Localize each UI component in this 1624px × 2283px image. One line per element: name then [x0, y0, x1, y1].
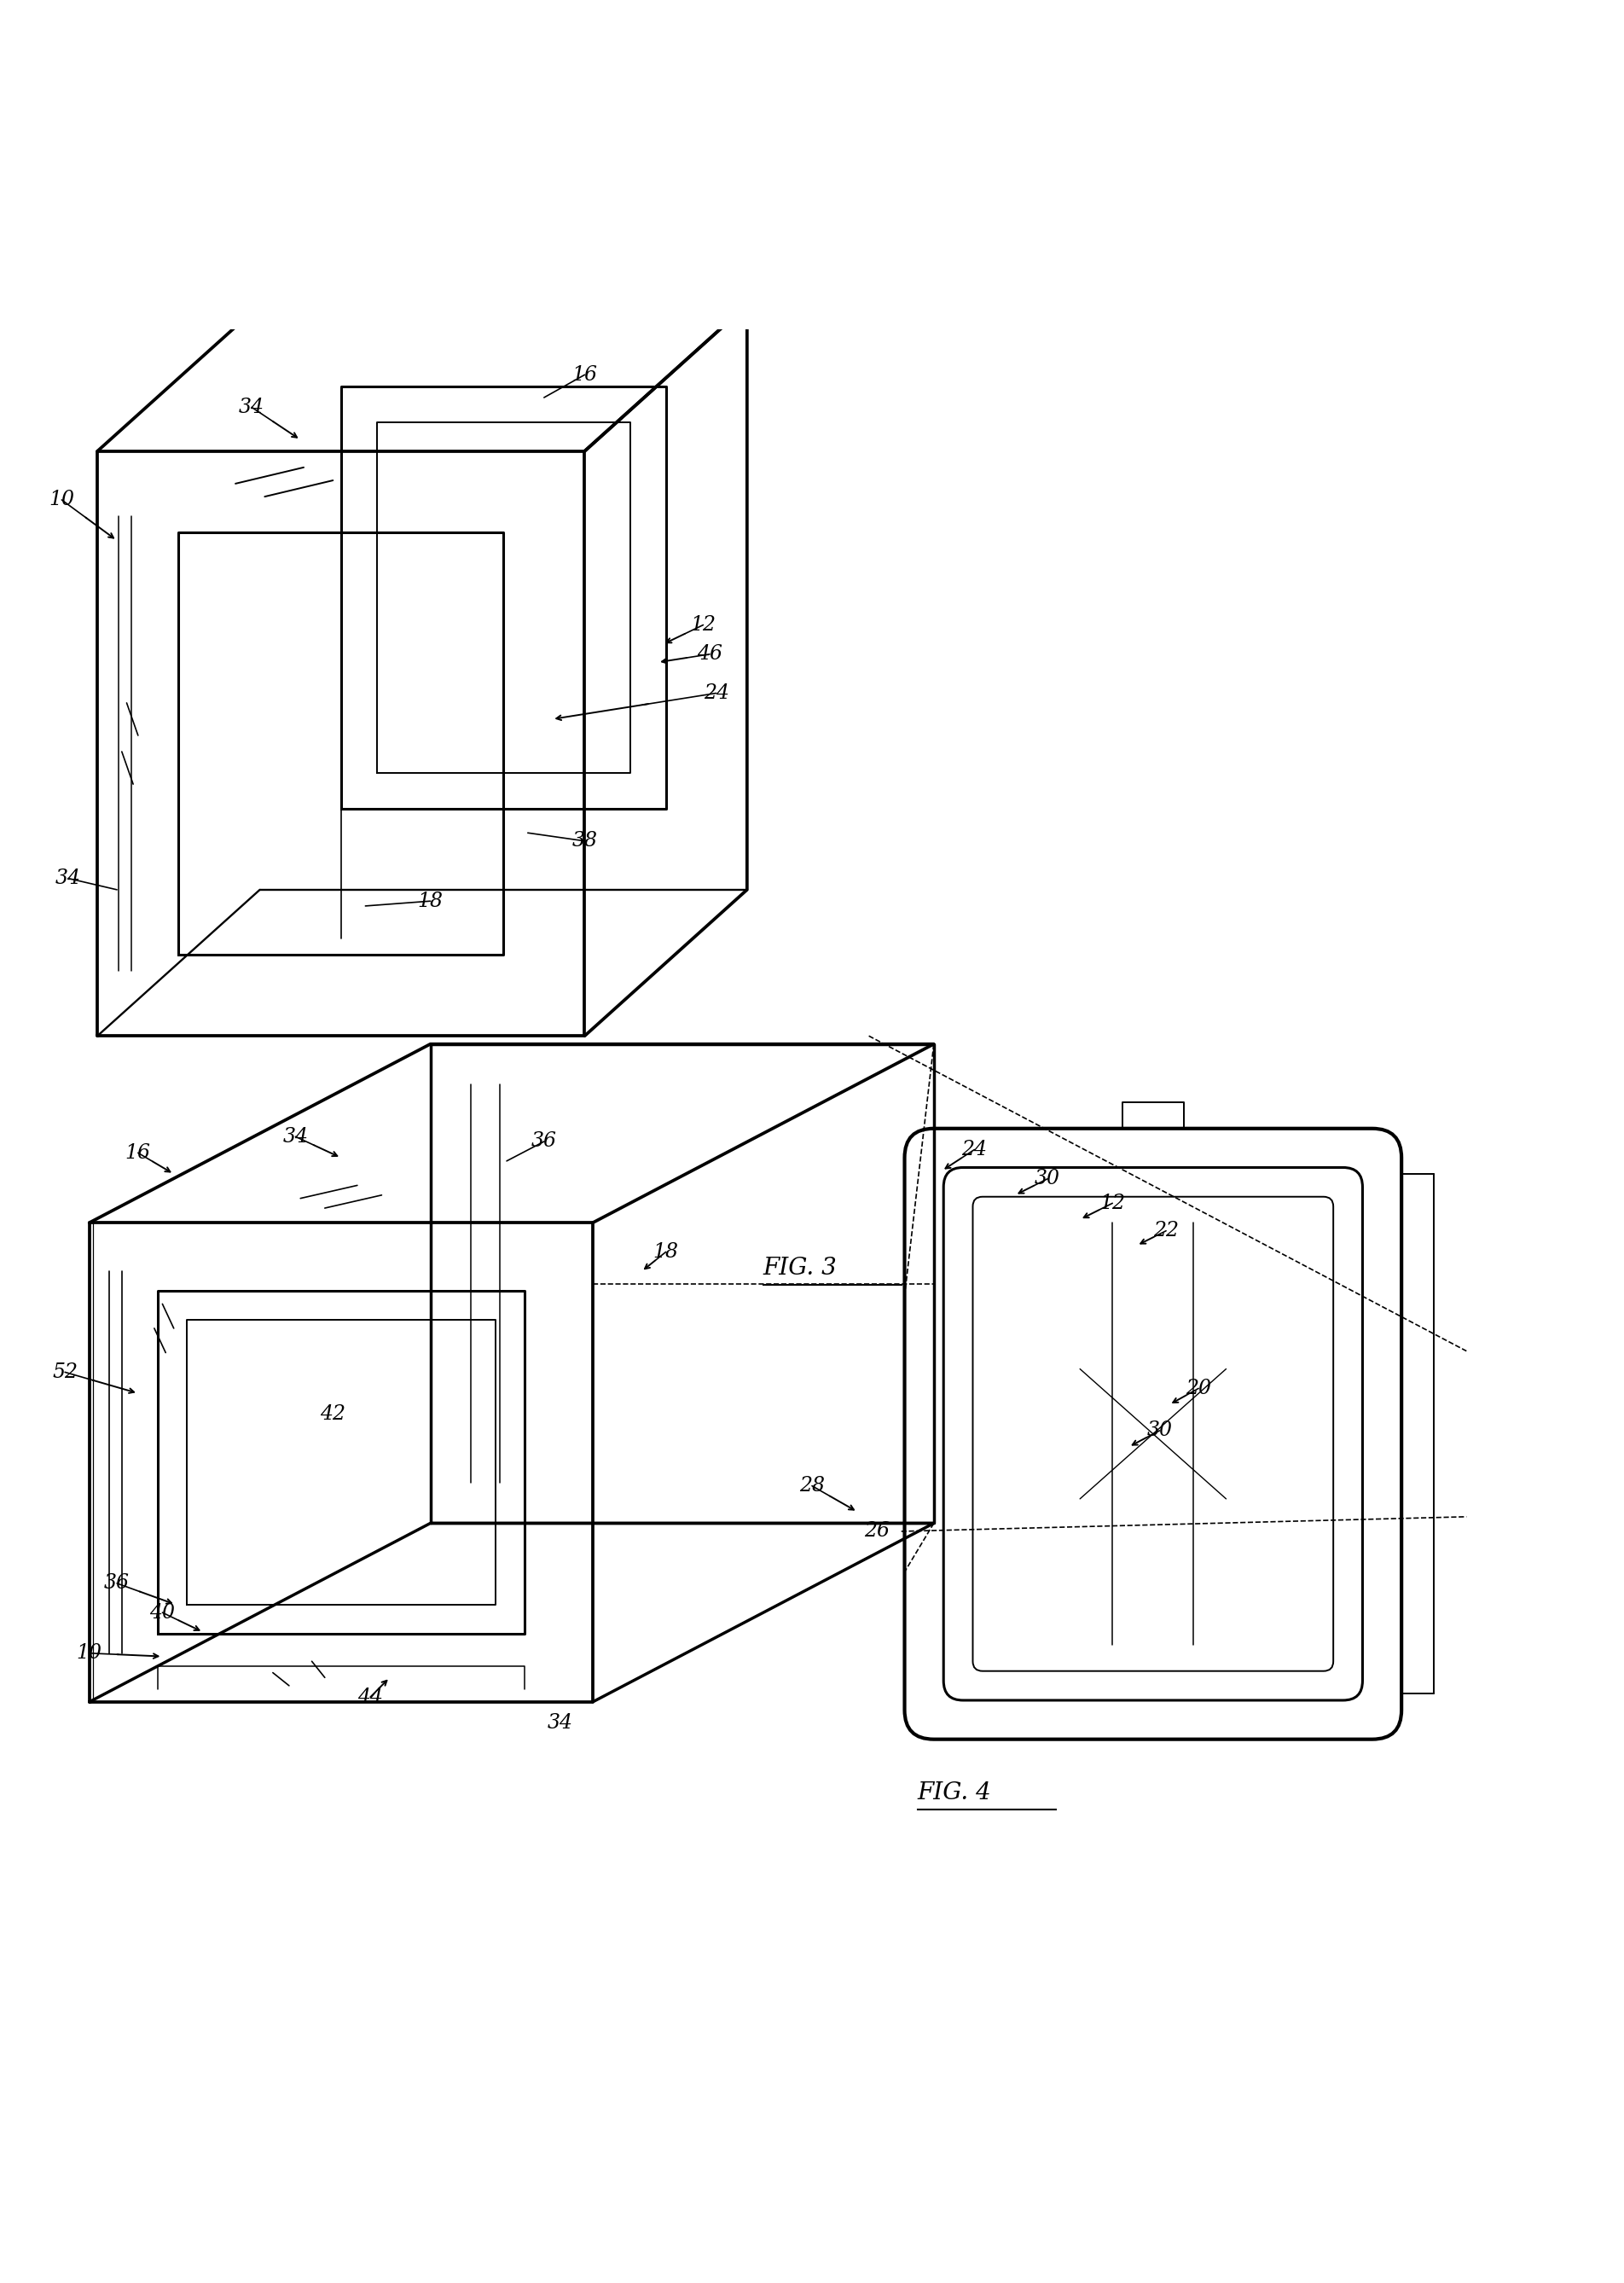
Text: 22: 22 [1153, 1221, 1179, 1240]
Text: 18: 18 [653, 1242, 679, 1262]
Text: 36: 36 [104, 1573, 130, 1594]
Text: 20: 20 [1186, 1379, 1212, 1397]
Text: 24: 24 [703, 683, 729, 703]
Text: 16: 16 [572, 365, 598, 384]
Text: 34: 34 [283, 1128, 309, 1146]
Text: 30: 30 [1147, 1420, 1173, 1441]
Text: 12: 12 [690, 614, 716, 635]
Text: 46: 46 [697, 644, 723, 664]
Text: 34: 34 [239, 397, 265, 418]
Text: FIG. 3: FIG. 3 [763, 1256, 838, 1278]
Text: 10: 10 [49, 491, 75, 509]
Text: 16: 16 [125, 1144, 151, 1162]
Text: 52: 52 [52, 1363, 78, 1381]
Text: 38: 38 [572, 831, 598, 852]
Text: 36: 36 [531, 1132, 557, 1151]
Text: 24: 24 [961, 1139, 987, 1160]
Text: 30: 30 [1034, 1169, 1060, 1189]
Text: 12: 12 [1099, 1194, 1125, 1212]
Text: 40: 40 [149, 1603, 175, 1623]
Text: FIG. 4: FIG. 4 [918, 1781, 992, 1804]
Text: 26: 26 [864, 1520, 890, 1541]
Text: 42: 42 [320, 1404, 346, 1425]
Text: 18: 18 [417, 890, 443, 911]
Text: 28: 28 [799, 1477, 825, 1495]
Text: 34: 34 [55, 868, 81, 888]
Text: 10: 10 [76, 1644, 102, 1662]
Text: 44: 44 [357, 1687, 383, 1708]
Text: 34: 34 [547, 1712, 573, 1733]
